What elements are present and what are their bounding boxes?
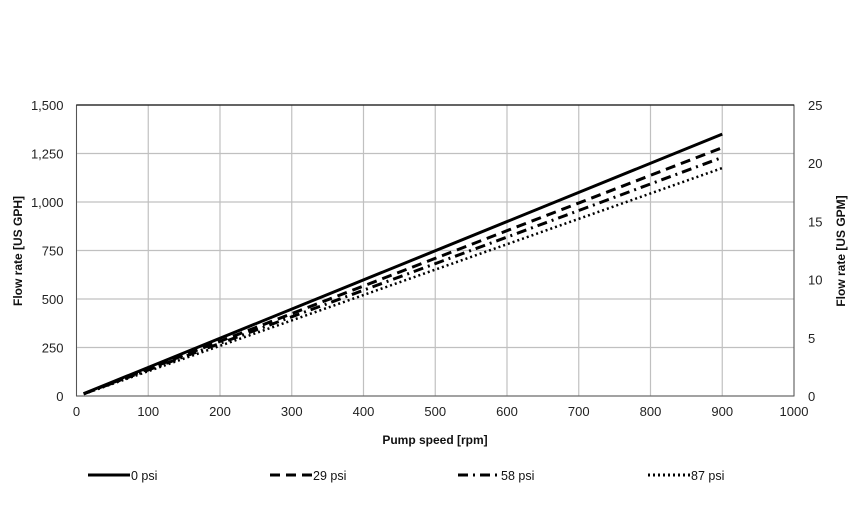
legend-label: 29 psi	[313, 469, 346, 483]
y-axis-label: Flow rate [US GPH]	[11, 196, 25, 306]
y-tick-label: 0	[56, 389, 63, 404]
legend-label: 58 psi	[501, 469, 534, 483]
x-tick-label: 600	[496, 404, 518, 419]
x-tick-label: 500	[424, 404, 446, 419]
y-tick-label: 250	[42, 341, 64, 356]
y-tick-label: 1,000	[31, 195, 64, 210]
y2-tick-label: 0	[808, 389, 815, 404]
legend: 0 psi 29 psi 58 psi 87 psi	[88, 469, 724, 483]
x-tick-label: 900	[711, 404, 733, 419]
x-tick-label: 800	[640, 404, 662, 419]
grid	[75, 104, 795, 397]
y-tick-label: 500	[42, 292, 64, 307]
series-lines	[83, 132, 723, 396]
series-line-58-psi	[83, 155, 723, 396]
y-tick-label: 1,250	[31, 147, 64, 162]
legend-label: 0 psi	[131, 469, 157, 483]
x-tick-label: 400	[353, 404, 375, 419]
y-tick-label: 750	[42, 244, 64, 259]
y2-tick-label: 10	[808, 273, 822, 288]
y-tick-label: 1,500	[31, 98, 64, 113]
x-tick-label: 700	[568, 404, 590, 419]
x-tick-label: 200	[209, 404, 231, 419]
legend-label: 87 psi	[691, 469, 724, 483]
y2-tick-label: 20	[808, 156, 822, 171]
series-line-0-psi	[83, 132, 723, 396]
y2-tick-label: 5	[808, 331, 815, 346]
series-line-29-psi	[83, 146, 723, 396]
x-axis-label: Pump speed [rpm]	[382, 433, 487, 447]
x-tick-label: 300	[281, 404, 303, 419]
x-tick-label: 1000	[780, 404, 809, 419]
y2-tick-label: 25	[808, 98, 822, 113]
y2-tick-label: 15	[808, 214, 822, 229]
x-tick-label: 0	[73, 404, 80, 419]
tick-labels: 0 100 200 300 400 500 600 700 800 900 100002505007…	[31, 98, 823, 419]
x-tick-label: 100	[137, 404, 159, 419]
y2-axis-label: Flow rate [US GPM]	[834, 195, 848, 306]
